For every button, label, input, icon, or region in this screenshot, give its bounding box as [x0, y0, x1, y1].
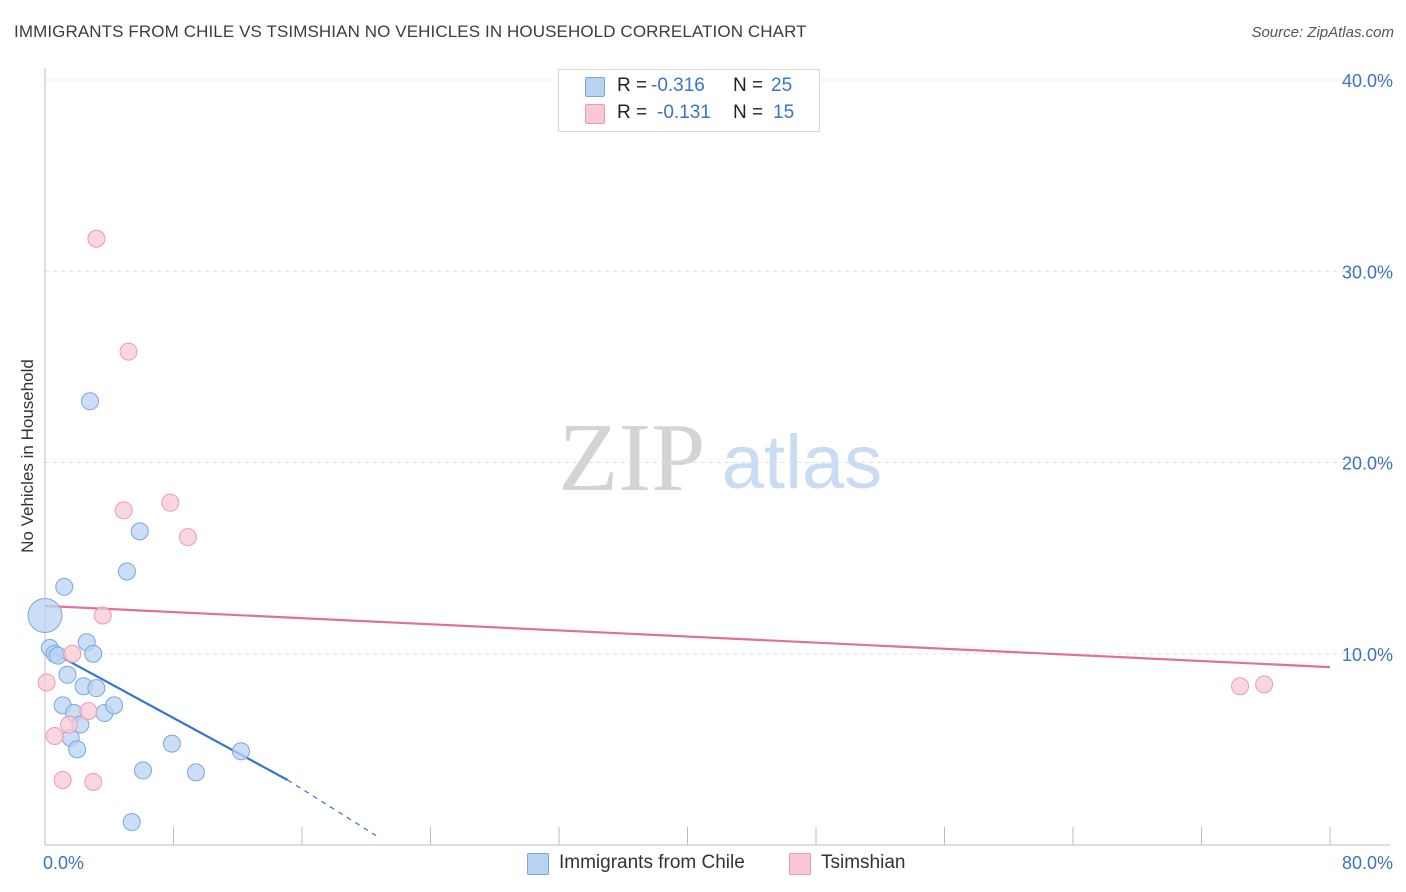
tsimshian-point — [87, 229, 106, 248]
chile-point — [80, 392, 99, 411]
trend-lines — [44, 604, 1331, 836]
tsimshian-point — [178, 528, 197, 547]
tsimshian-point — [1255, 675, 1274, 694]
tsimshian-point — [79, 702, 98, 721]
blue-swatch — [527, 853, 549, 875]
tsimshian-point — [93, 606, 112, 625]
r-value: -0.131 — [657, 102, 711, 123]
x-tick-label-max: 80.0% — [1342, 853, 1393, 873]
chile-point — [122, 813, 141, 832]
pink-swatch — [789, 853, 811, 875]
r-label: R = — [617, 75, 648, 96]
tick-labels: 10.0% 20.0% 30.0% 40.0% 0.0% 80.0% — [43, 71, 1393, 873]
n-label: N = — [733, 102, 764, 123]
watermark-zip: ZIP — [559, 404, 706, 512]
axes — [44, 68, 1390, 846]
chile-point — [84, 644, 103, 663]
n-value: 15 — [773, 102, 795, 123]
watermark-atlas: atlas — [722, 420, 883, 505]
pink-swatch — [585, 104, 605, 124]
y-tick-label: 10.0% — [1342, 645, 1393, 665]
chile-point — [130, 522, 149, 541]
chile-point — [55, 577, 74, 596]
y-tick-label: 30.0% — [1342, 262, 1393, 282]
n-label: N = — [733, 75, 764, 96]
x-tick-label-min: 0.0% — [43, 853, 84, 873]
r-label: R = — [617, 102, 648, 123]
chile-point — [186, 763, 205, 782]
r-value: -0.316 — [651, 75, 705, 96]
chile-point — [68, 740, 87, 759]
tsimshian-point — [84, 772, 103, 791]
chile-point — [87, 679, 106, 698]
tsimshian-point — [119, 342, 138, 361]
trend-line-chile — [47, 648, 289, 781]
chile-point — [58, 665, 77, 684]
grid-lines — [45, 79, 1390, 655]
y-tick-label: 20.0% — [1342, 454, 1393, 474]
tsimshian-point — [45, 726, 64, 745]
blue-swatch — [585, 77, 605, 97]
chile-point — [231, 742, 250, 761]
tsimshian-point — [114, 501, 133, 520]
data-points — [27, 229, 1274, 832]
source-credit: Source: ZipAtlas.com — [1251, 24, 1394, 41]
tsimshian-point — [37, 673, 56, 692]
trend-line-tsimshian — [44, 604, 1331, 669]
tsimshian-point — [63, 644, 82, 663]
tsimshian-point — [53, 770, 72, 789]
tsimshian-point — [1231, 677, 1250, 696]
tsimshian-point — [60, 715, 79, 734]
chile-point — [27, 598, 63, 633]
legend-label: Immigrants from Chile — [559, 852, 745, 873]
trend-line-chile-extrapolated — [287, 779, 377, 836]
y-tick-label: 40.0% — [1342, 71, 1393, 91]
chart-title: IMMIGRANTS FROM CHILE VS TSIMSHIAN NO VE… — [14, 22, 807, 41]
chile-point — [162, 734, 181, 753]
chile-point — [105, 696, 124, 715]
legend-label: Tsimshian — [821, 852, 906, 873]
chile-point — [117, 562, 136, 581]
n-value: 25 — [771, 75, 793, 96]
stats-legend: R = -0.316 N = 25 R = -0.131 N = 15 — [558, 69, 820, 132]
tsimshian-point — [161, 493, 180, 512]
chile-point — [133, 761, 152, 780]
